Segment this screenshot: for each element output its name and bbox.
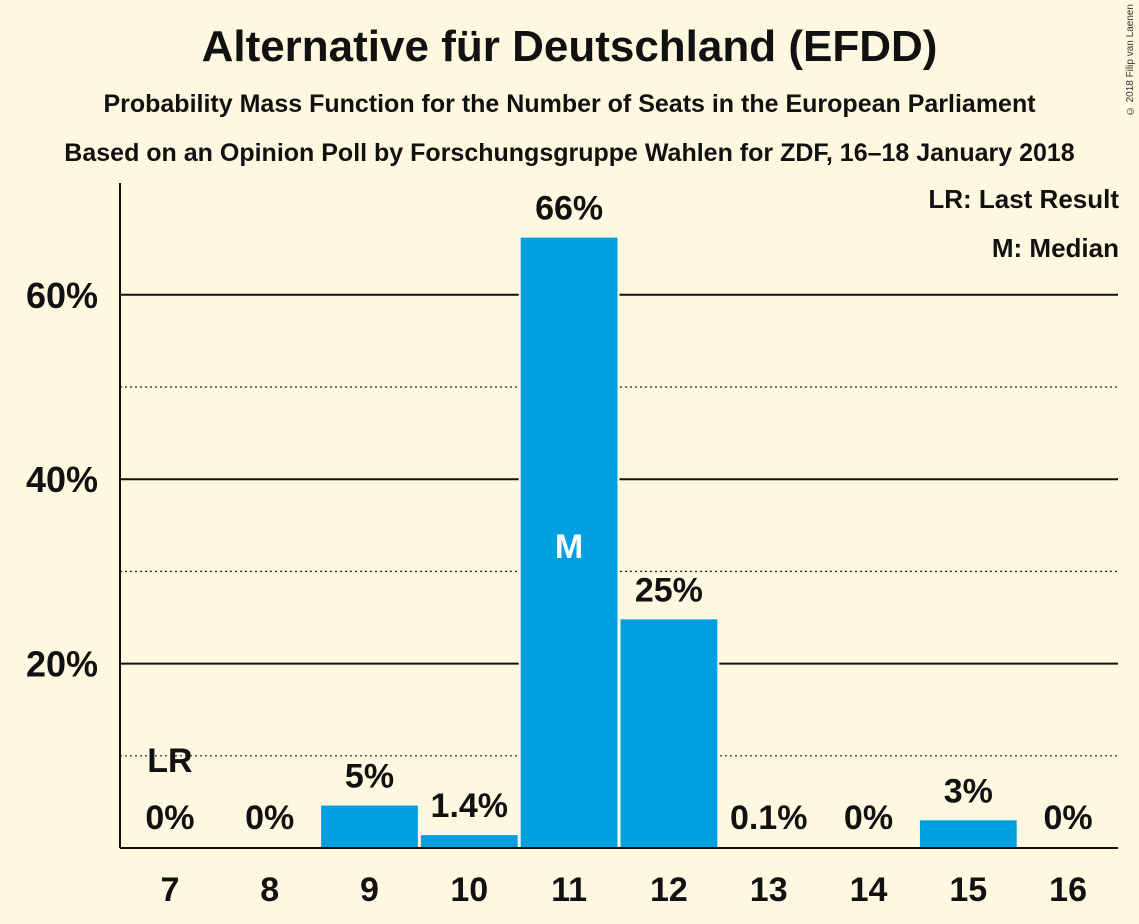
chart-source-subtitle: Based on an Opinion Poll by Forschungsgr… [64,139,1075,167]
x-tick-label: 9 [360,871,379,909]
data-label: 0% [245,799,294,837]
median-marker: M [555,528,583,566]
x-tick-label: 7 [160,871,179,909]
chart-subtitle: Probability Mass Function for the Number… [103,90,1036,118]
data-label: 0% [1044,799,1093,837]
data-label: 25% [635,571,703,609]
data-label: 0.1% [730,799,808,837]
data-label: 0% [844,799,893,837]
bar [919,820,1017,848]
data-label: 0% [145,799,194,837]
bars [319,235,1019,849]
x-tick-label: 15 [949,871,987,909]
x-tick-label: 13 [750,871,788,909]
data-label: 5% [345,758,394,796]
bar-gap [718,845,820,848]
y-tick-label: 40% [26,459,98,500]
x-tick-label: 12 [650,871,688,909]
data-label: 66% [535,190,603,228]
bar [321,805,418,848]
bar [620,619,718,848]
bar [420,835,518,848]
x-tick-label: 14 [850,871,888,909]
data-label: 1.4% [431,787,509,825]
y-tick-label: 60% [26,275,98,316]
data-label: 3% [944,772,993,810]
x-tick-label: 11 [551,871,587,909]
x-tick-label: 8 [260,871,279,909]
value-labels: 0% LR 0% 5% 1.4% 66% M 25% 0.1% 0% 3% 0% [145,190,1092,837]
legend-median: M: Median [991,233,1119,263]
legend-last-result: LR: Last Result [928,184,1119,214]
chart-title: Alternative für Deutschland (EFDD) [201,22,938,71]
last-result-marker: LR [147,742,192,780]
y-tick-label: 20% [26,644,98,685]
x-tick-label: 10 [450,871,488,909]
x-tick-label: 16 [1049,871,1087,909]
axes: 20% 40% 60% 7 8 9 10 11 12 13 14 15 16 [26,183,1118,909]
bar [520,237,618,849]
